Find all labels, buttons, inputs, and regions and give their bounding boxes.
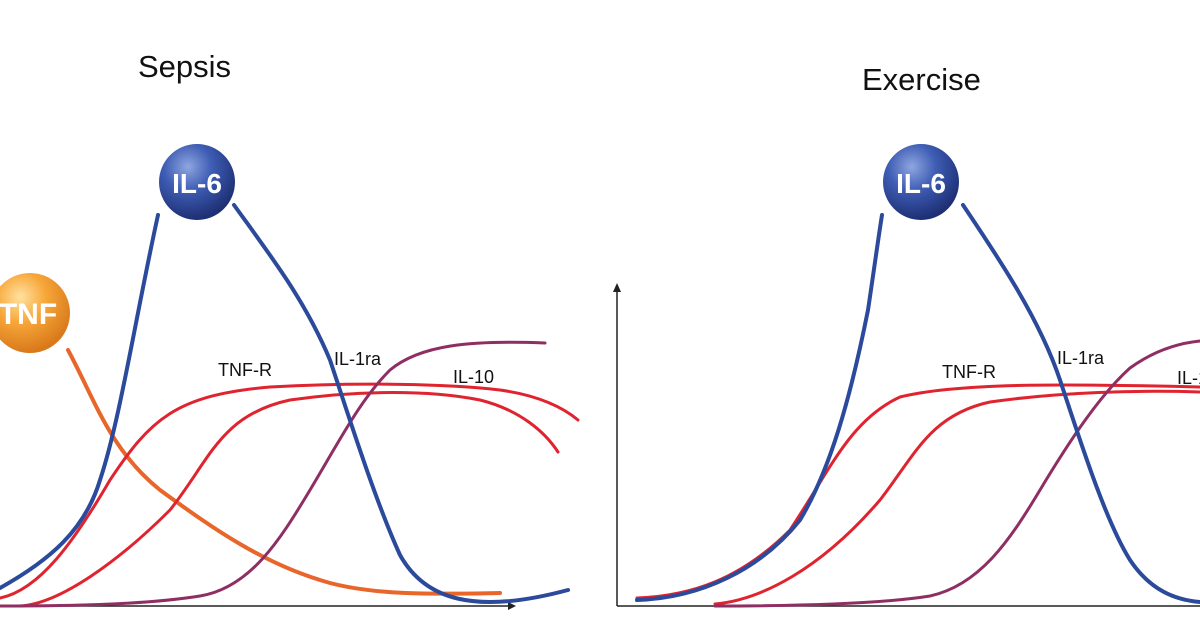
sepsis-x-axis-arrow [508, 602, 516, 610]
exercise-tnfr-curve [635, 383, 1200, 600]
sepsis-il6-badge: IL-6 [159, 144, 235, 220]
exercise-il1ra-curve [713, 389, 1200, 606]
sepsis-tnf-badge-label: TNF [0, 298, 57, 331]
exercise-y-axis-arrow [613, 283, 621, 292]
sepsis-il6-curve [0, 203, 570, 605]
exercise-title: Exercise [862, 62, 981, 97]
exercise-il10-label: IL-10 [1177, 368, 1200, 388]
sepsis-tnfr-label: TNF-R [218, 360, 272, 380]
sepsis-il10-label: IL-10 [453, 367, 494, 387]
sepsis-tnf-curve [66, 348, 502, 596]
exercise-tnfr-label: TNF-R [942, 362, 996, 382]
exercise-il6-badge-label: IL-6 [896, 168, 946, 199]
sepsis-il6-badge-label: IL-6 [172, 168, 222, 199]
sepsis-il1ra-curve [18, 391, 560, 608]
sepsis-title: Sepsis [138, 49, 231, 84]
sepsis-il1ra-label: IL-1ra [334, 349, 382, 369]
sepsis-il10-curve [0, 340, 547, 608]
exercise-il6-curve [635, 203, 1200, 604]
sepsis-tnfr-curve [0, 382, 580, 600]
exercise-il10-curve [713, 339, 1200, 608]
sepsis-panel: Sepsis IL-6 TNF TNF-R IL-1ra IL-10 [0, 49, 580, 610]
sepsis-tnf-badge: TNF [0, 273, 70, 353]
exercise-panel: Exercise IL-6 TNF-R IL-1ra IL-10 [613, 62, 1200, 608]
exercise-il6-badge: IL-6 [883, 144, 959, 220]
exercise-il1ra-label: IL-1ra [1057, 348, 1105, 368]
